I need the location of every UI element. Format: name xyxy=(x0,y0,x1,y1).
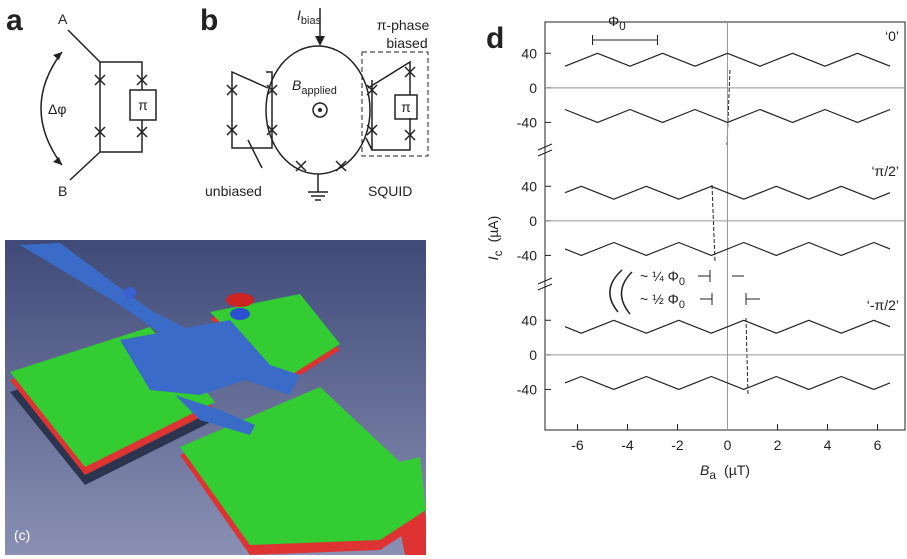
symbol: Φ xyxy=(608,13,619,29)
pi-symbol: π xyxy=(138,97,148,113)
x-tick-label: 0 xyxy=(724,437,732,453)
subscript: applied xyxy=(301,85,336,97)
panel-b: b Ibias π π-phase biased Bapplied unbias… xyxy=(200,4,430,201)
symbol: Φ xyxy=(668,291,679,307)
panel-a: a A B π Δφ xyxy=(6,4,157,199)
subplot-label: ‘0’ xyxy=(885,28,899,44)
strip xyxy=(20,243,190,340)
pi-junction xyxy=(394,94,418,120)
critical-current-curve xyxy=(564,375,891,390)
symbol: I xyxy=(485,256,501,260)
node-label: A xyxy=(58,11,68,27)
panel-d: d Ic(µA) Ba (µT) ~ ¼ Φ0 ~ ½ Φ0 Φ0 -6 -4 -2 0… xyxy=(485,13,906,482)
y-tick-label: 0 xyxy=(529,347,537,363)
field-symbol xyxy=(318,108,322,112)
junction-crosses xyxy=(226,66,416,172)
strip xyxy=(120,320,300,395)
symbol: I xyxy=(297,7,301,23)
panel-label: (c) xyxy=(14,527,30,543)
pi-junction xyxy=(129,89,157,121)
y-tick-label: -40 xyxy=(517,381,537,397)
junction-crosses xyxy=(94,74,148,138)
circuit-wire xyxy=(231,60,411,201)
symbol: B xyxy=(700,462,709,478)
axes-frame xyxy=(544,21,906,431)
flux-label: Φ0 xyxy=(608,13,626,33)
y-tick-label: -40 xyxy=(517,247,537,263)
plate-red xyxy=(400,520,426,555)
x-axis-label: Ba (µT) xyxy=(700,462,750,482)
x-tick-label: -4 xyxy=(621,437,634,453)
ball xyxy=(124,287,136,299)
subscript: c xyxy=(491,250,505,256)
x-tick-label: -2 xyxy=(671,437,684,453)
flux-bar xyxy=(592,35,658,45)
x-tick-label: -6 xyxy=(571,437,584,453)
x-tick-label: 2 xyxy=(774,437,782,453)
unit: (µT) xyxy=(724,462,750,478)
phase-label: Δφ xyxy=(48,101,66,117)
panel-c: (c) xyxy=(5,240,426,555)
pi-symbol: π xyxy=(401,99,411,115)
circuit-wire xyxy=(67,29,143,181)
x-tick-label: 4 xyxy=(824,437,832,453)
quarter-label: ~ ¼ Φ0 xyxy=(640,268,685,288)
field-symbol xyxy=(312,102,328,118)
y-tick-label: 0 xyxy=(529,213,537,229)
critical-current-curve xyxy=(564,241,891,256)
panel-letter: b xyxy=(200,4,218,37)
subplot-label: ‘-π/2’ xyxy=(867,297,899,313)
axis-break xyxy=(537,143,553,291)
critical-current-curve xyxy=(564,185,891,200)
orbital xyxy=(230,308,250,320)
dashed-box xyxy=(361,51,429,157)
x-tick-label: 6 xyxy=(874,437,882,453)
prefix: ~ ½ xyxy=(640,291,668,307)
pi-label: biased xyxy=(386,35,427,51)
y-tick-label: 40 xyxy=(521,45,537,61)
pi-label: π-phase xyxy=(377,17,430,33)
y-axis-label: Ic (µA) xyxy=(485,216,505,261)
critical-current-curve xyxy=(564,108,891,123)
squid-label: SQUID xyxy=(368,183,412,199)
y-tick-label: 40 xyxy=(521,312,537,328)
symbol: Φ xyxy=(668,268,679,284)
subscript: a xyxy=(709,468,716,482)
y-tick-label: 40 xyxy=(521,178,537,194)
subscript: 0 xyxy=(679,276,685,288)
critical-current-curve xyxy=(564,319,891,334)
critical-current-curve xyxy=(564,52,891,67)
unit: (µA) xyxy=(485,216,501,243)
symbol: B xyxy=(292,77,301,93)
unbiased-label: unbiased xyxy=(205,183,262,199)
node-label: B xyxy=(58,183,67,199)
subplot-label: ‘π/2’ xyxy=(871,163,899,179)
shift-arrow xyxy=(698,270,760,305)
prefix: ~ ¼ xyxy=(640,268,668,284)
subscript: bias xyxy=(301,15,322,27)
field-label: Bapplied xyxy=(292,77,337,97)
arrow-head xyxy=(315,36,325,46)
y-tick-label: 0 xyxy=(529,80,537,96)
half-label: ~ ½ Φ0 xyxy=(640,291,685,311)
phase-arrow xyxy=(40,51,63,166)
panel-letter: a xyxy=(6,4,23,37)
y-tick-label: -40 xyxy=(517,114,537,130)
strip xyxy=(175,395,255,435)
subscript: 0 xyxy=(679,299,685,311)
orbital xyxy=(226,293,254,307)
bias-label: Ibias xyxy=(297,7,322,27)
panel-letter: d xyxy=(486,22,504,55)
curved-arrow xyxy=(609,269,633,315)
subscript: 0 xyxy=(619,19,626,33)
